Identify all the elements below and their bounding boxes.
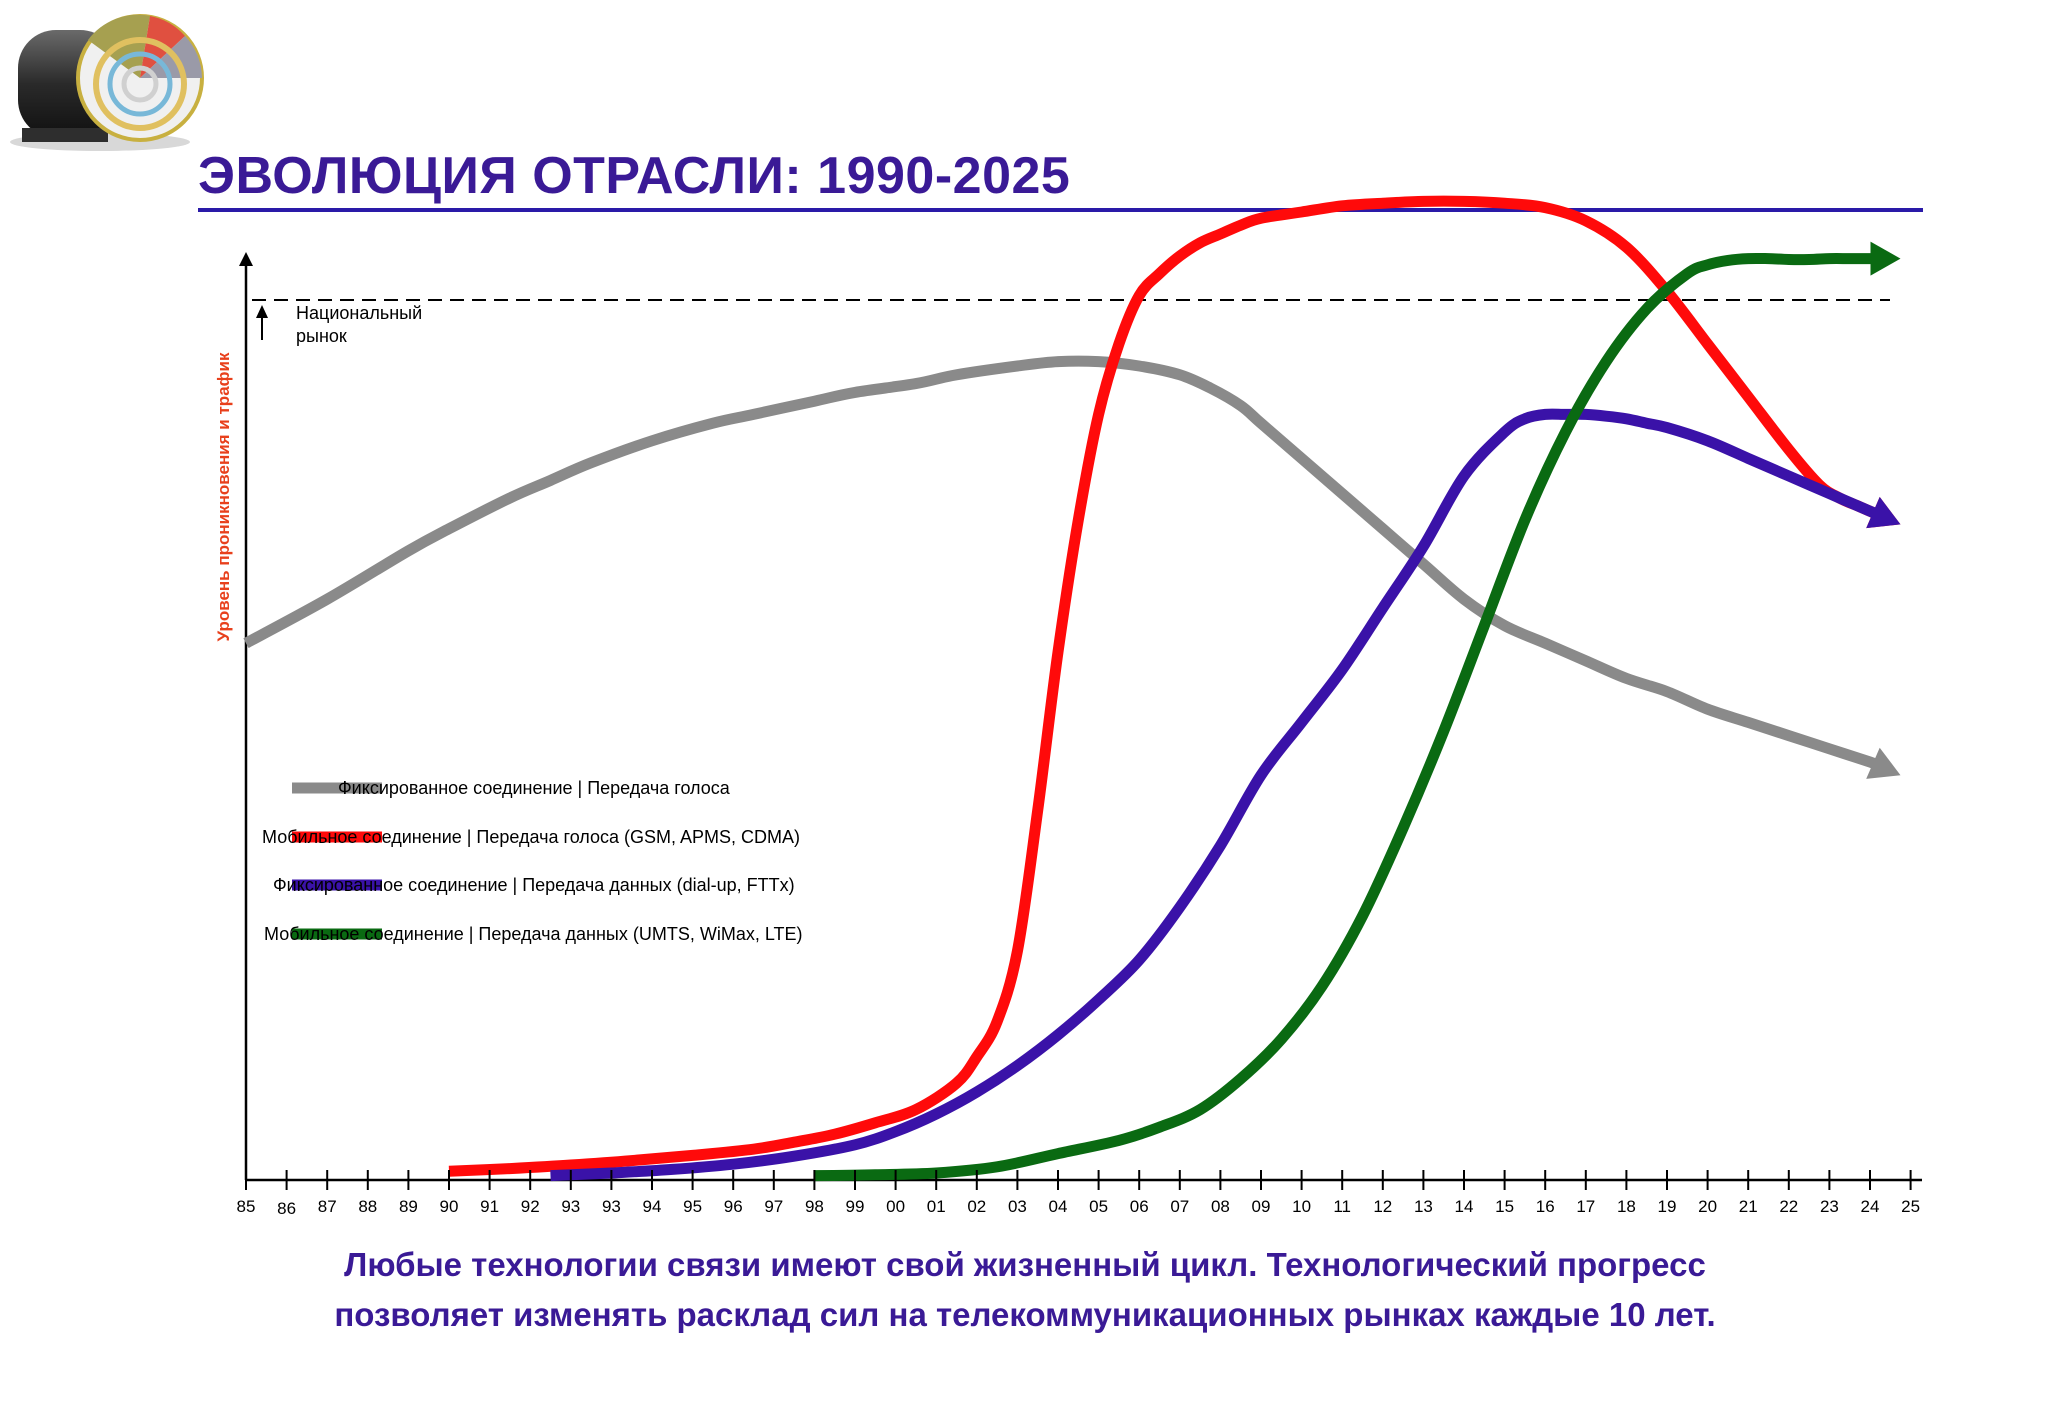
legend-label-mobile-voice: Мобильное соединение | Передача голоса (… — [262, 827, 800, 847]
title-divider — [198, 208, 1923, 212]
x-tick-label: 93 — [602, 1197, 621, 1216]
logo-ring-outer — [93, 37, 187, 131]
series-arrowhead-fixed-voice — [1866, 747, 1901, 779]
x-tick-label: 09 — [1252, 1197, 1271, 1216]
x-tick-label: 85 — [237, 1197, 256, 1216]
x-tick-label: 06 — [1130, 1197, 1149, 1216]
x-tick-label: 03 — [1008, 1197, 1027, 1216]
x-tick-label: 97 — [764, 1197, 783, 1216]
x-tick-label: 08 — [1211, 1197, 1230, 1216]
x-tick-label: 86 — [277, 1199, 296, 1218]
reference-label-line-2: рынок — [296, 326, 347, 346]
series-line-mobile-voice — [448, 195, 1887, 1177]
x-tick-label: 19 — [1658, 1197, 1677, 1216]
x-tick-label: 12 — [1373, 1197, 1392, 1216]
x-tick-label: 23 — [1820, 1197, 1839, 1216]
x-tick-label: 16 — [1536, 1197, 1555, 1216]
chart-axes: Уровень проникновения и трафик — [214, 252, 1922, 1182]
x-tick-label: 13 — [1414, 1197, 1433, 1216]
x-tick-label: 98 — [805, 1197, 824, 1216]
legend-label-fixed-data: Фиксированное соединение | Передача данн… — [273, 875, 795, 895]
x-tick-label: 93 — [561, 1197, 580, 1216]
x-tick-label: 99 — [846, 1197, 865, 1216]
y-axis-label: Уровень проникновения и трафик — [214, 352, 233, 641]
footer-line-1: Любые технологии связи имеют свой жизнен… — [344, 1246, 1706, 1283]
x-tick-label: 90 — [440, 1197, 459, 1216]
x-tick-label: 11 — [1333, 1197, 1351, 1216]
y-axis-arrowhead — [239, 252, 253, 266]
logo-motor-foot — [22, 128, 108, 142]
x-tick-label: 94 — [643, 1197, 662, 1216]
x-tick-label: 02 — [967, 1197, 986, 1216]
x-tick-label: 07 — [1170, 1197, 1189, 1216]
series-line-fixed-data — [550, 408, 1881, 1182]
national-market-reference: Национальный рынок — [252, 299, 1890, 346]
x-tick-label: 92 — [521, 1197, 540, 1216]
chart-series — [243, 195, 1901, 1182]
x-tick-label: 89 — [399, 1197, 418, 1216]
x-tick-label: 88 — [358, 1197, 377, 1216]
x-tick-label: 91 — [480, 1197, 499, 1216]
logo-ring-inner — [121, 65, 159, 103]
x-tick-label: 17 — [1576, 1197, 1595, 1216]
x-tick-label: 96 — [724, 1197, 743, 1216]
reference-arrowhead — [256, 305, 268, 318]
x-tick-label: 18 — [1617, 1197, 1636, 1216]
footer-caption: Любые технологии связи имеют свой жизнен… — [180, 1240, 1870, 1340]
x-axis-ticks: 85 86 87 88 89 90 91 92 93 93 94 95 96 97 98 99 00 01 02 03… — [237, 1170, 1920, 1218]
series-line-fixed-voice — [243, 355, 1882, 771]
x-tick-label: 22 — [1779, 1197, 1798, 1216]
logo-ring-mid — [107, 51, 173, 117]
legend-label-fixed-voice: Фиксированное соединение | Передача голо… — [338, 778, 731, 798]
x-tick-label: 05 — [1089, 1197, 1108, 1216]
x-tick-label: 20 — [1698, 1197, 1717, 1216]
x-tick-label: 01 — [927, 1197, 946, 1216]
x-tick-label: 21 — [1739, 1197, 1758, 1216]
reference-label-line-1: Национальный — [296, 303, 422, 323]
legend-label-mobile-data: Мобильное соединение | Передача данных (… — [264, 924, 803, 944]
series-arrowhead-fixed-data — [1866, 496, 1901, 529]
x-tick-label: 00 — [886, 1197, 905, 1216]
footer-line-2: позволяет изменять расклад сил на телеко… — [334, 1296, 1716, 1333]
series-arrowhead-mobile-data — [1870, 241, 1901, 276]
chart-legend: Фиксированное соединение | Передача голо… — [262, 778, 803, 944]
x-tick-label: 15 — [1495, 1197, 1514, 1216]
x-tick-label: 14 — [1455, 1197, 1474, 1216]
series-line-mobile-data — [814, 252, 1877, 1182]
x-tick-label: 04 — [1049, 1197, 1068, 1216]
x-tick-label: 24 — [1861, 1197, 1880, 1216]
logo — [10, 14, 204, 151]
x-tick-label: 25 — [1901, 1197, 1920, 1216]
x-tick-label: 10 — [1292, 1197, 1311, 1216]
page-title: ЭВОЛЮЦИЯ ОТРАСЛИ: 1990-2025 — [198, 147, 1071, 205]
x-tick-label: 95 — [683, 1197, 702, 1216]
x-tick-label: 87 — [318, 1197, 337, 1216]
